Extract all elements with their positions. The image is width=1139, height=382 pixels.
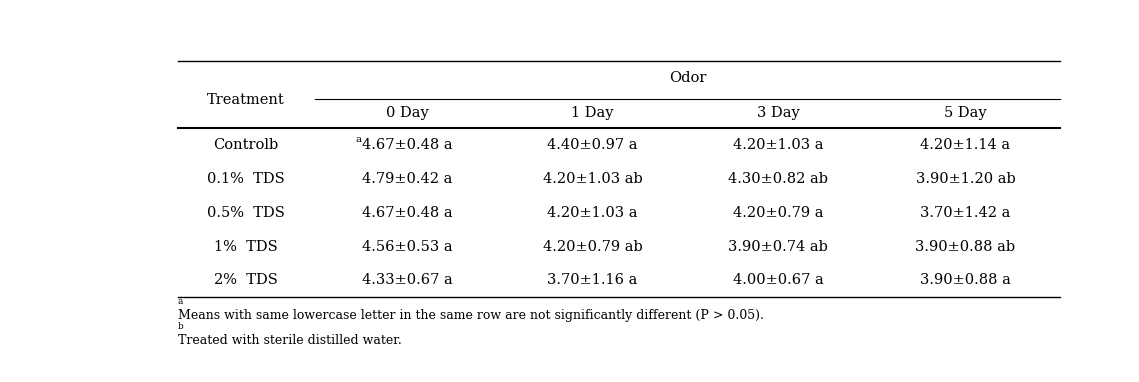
Text: Odor: Odor bbox=[669, 71, 706, 85]
Text: 4.79±0.42 a: 4.79±0.42 a bbox=[362, 172, 452, 186]
Text: 4.40±0.97 a: 4.40±0.97 a bbox=[548, 138, 638, 152]
Text: 0.1%  TDS: 0.1% TDS bbox=[207, 172, 285, 186]
Text: 4.20±1.03 a: 4.20±1.03 a bbox=[548, 206, 638, 220]
Text: 3.90±1.20 ab: 3.90±1.20 ab bbox=[916, 172, 1015, 186]
Text: 4.33±0.67 a: 4.33±0.67 a bbox=[362, 274, 452, 287]
Text: 4.20±0.79 a: 4.20±0.79 a bbox=[732, 206, 823, 220]
Text: 4.67±0.48 a: 4.67±0.48 a bbox=[362, 206, 452, 220]
Text: 4.30±0.82 ab: 4.30±0.82 ab bbox=[728, 172, 828, 186]
Text: 4.20±1.03 a: 4.20±1.03 a bbox=[732, 138, 823, 152]
Text: a: a bbox=[357, 135, 362, 144]
Text: 4.20±0.79 ab: 4.20±0.79 ab bbox=[542, 240, 642, 254]
Text: 3.70±1.16 a: 3.70±1.16 a bbox=[548, 274, 638, 287]
Text: a: a bbox=[178, 297, 183, 306]
Text: Controlb: Controlb bbox=[213, 138, 279, 152]
Text: Means with same lowercase letter in the same row are not significantly different: Means with same lowercase letter in the … bbox=[178, 309, 763, 322]
Text: 3.70±1.42 a: 3.70±1.42 a bbox=[920, 206, 1010, 220]
Text: 4.56±0.53 a: 4.56±0.53 a bbox=[362, 240, 452, 254]
Text: 3.90±0.88 a: 3.90±0.88 a bbox=[920, 274, 1011, 287]
Text: 0.5%  TDS: 0.5% TDS bbox=[207, 206, 285, 220]
Text: 1%  TDS: 1% TDS bbox=[214, 240, 278, 254]
Text: 3.90±0.74 ab: 3.90±0.74 ab bbox=[728, 240, 828, 254]
Text: 3.90±0.88 ab: 3.90±0.88 ab bbox=[916, 240, 1016, 254]
Text: Treatment: Treatment bbox=[207, 93, 285, 107]
Text: 0 Day: 0 Day bbox=[386, 107, 428, 120]
Text: Treated with sterile distilled water.: Treated with sterile distilled water. bbox=[178, 334, 401, 347]
Text: 1 Day: 1 Day bbox=[572, 107, 614, 120]
Text: 4.20±1.14 a: 4.20±1.14 a bbox=[920, 138, 1010, 152]
Text: 3 Day: 3 Day bbox=[756, 107, 800, 120]
Text: 4.20±1.03 ab: 4.20±1.03 ab bbox=[542, 172, 642, 186]
Text: 5 Day: 5 Day bbox=[944, 107, 986, 120]
Text: 4.00±0.67 a: 4.00±0.67 a bbox=[732, 274, 823, 287]
Text: 4.67±0.48 a: 4.67±0.48 a bbox=[362, 138, 452, 152]
Text: b: b bbox=[178, 322, 183, 331]
Text: 2%  TDS: 2% TDS bbox=[214, 274, 278, 287]
